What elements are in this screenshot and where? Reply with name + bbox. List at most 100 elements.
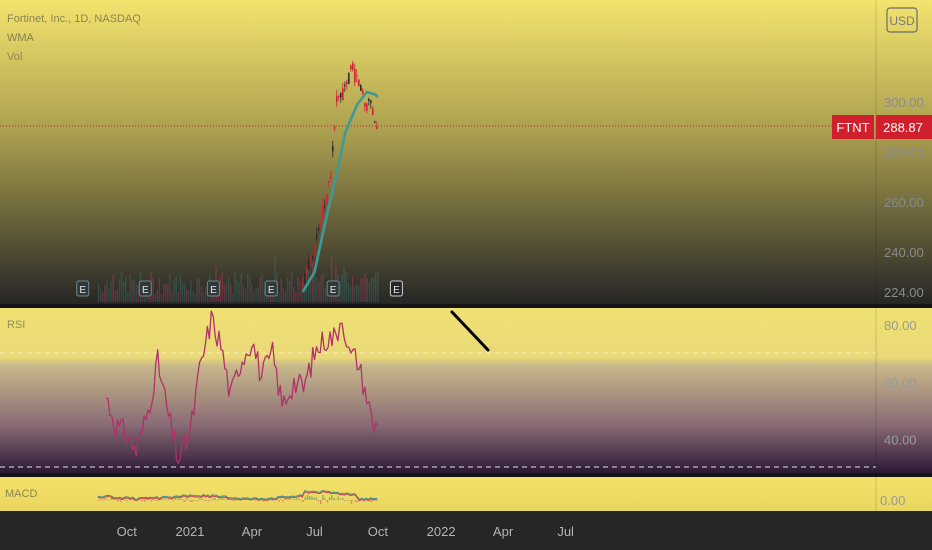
macd-bar: [283, 500, 285, 502]
time-axis-panel: [0, 511, 932, 550]
volume-bar: [108, 289, 109, 302]
volume-bar: [152, 278, 153, 302]
macd-bar: [179, 499, 181, 500]
volume-bar: [354, 286, 355, 302]
macd-bar: [285, 499, 287, 500]
macd-panel-label[interactable]: MACD: [5, 488, 37, 500]
rsi-axis-tick[interactable]: 80.00: [884, 318, 917, 333]
macd-bar: [162, 500, 164, 501]
candle-body: [338, 96, 340, 97]
volume-bar: [262, 274, 263, 302]
volume-bar: [113, 275, 114, 302]
volume-bar: [222, 272, 223, 302]
price-panel[interactable]: [0, 0, 932, 304]
volume-bar: [236, 279, 237, 302]
volume-bar: [159, 278, 160, 302]
macd-bar: [232, 500, 234, 501]
macd-bar: [311, 496, 313, 500]
time-axis-tick[interactable]: Jul: [306, 524, 323, 539]
candle-body: [316, 234, 318, 240]
candle-body: [328, 181, 330, 183]
volume-bar: [228, 278, 229, 303]
macd-bar: [313, 498, 315, 501]
macd-bar: [272, 500, 274, 501]
volume-bar: [163, 284, 164, 302]
volume-bar: [247, 274, 248, 302]
candle-body: [306, 272, 308, 274]
volume-bar: [161, 294, 162, 302]
candle-body: [326, 195, 328, 205]
volume-bar: [182, 283, 183, 302]
macd-bar: [142, 500, 144, 502]
candle-body: [368, 99, 370, 101]
panel-divider[interactable]: [0, 473, 932, 477]
volume-bar: [312, 262, 313, 302]
volume-bar: [255, 289, 256, 303]
macd-axis-tick[interactable]: 0.00: [880, 493, 905, 508]
volume-bar: [136, 284, 137, 302]
volume-bar: [310, 283, 311, 302]
volume-bar: [230, 284, 231, 302]
rsi-panel[interactable]: [0, 308, 932, 473]
volume-bar: [176, 276, 177, 302]
price-axis-tick[interactable]: 260.00: [884, 195, 924, 210]
macd-bar: [296, 499, 298, 500]
volume-bar: [201, 286, 202, 302]
macd-bar: [327, 500, 329, 503]
candle-body: [346, 82, 348, 85]
volume-bar: [110, 282, 111, 302]
rsi-axis-tick[interactable]: 40.00: [884, 433, 917, 448]
volume-bar: [369, 282, 370, 302]
price-axis-tick[interactable]: 280.00: [884, 145, 924, 160]
volume-indicator-label[interactable]: Vol: [7, 51, 22, 63]
rsi-axis-tick[interactable]: 60.00: [884, 375, 917, 390]
time-axis-tick[interactable]: Apr: [493, 524, 514, 539]
candle-body: [354, 69, 356, 83]
time-axis-tick[interactable]: Oct: [368, 524, 389, 539]
volume-bar: [173, 280, 174, 303]
candle-body: [322, 205, 324, 220]
volume-bar: [98, 283, 99, 302]
volume-bar: [104, 285, 105, 302]
candle-body: [352, 64, 354, 70]
macd-panel[interactable]: [0, 477, 932, 511]
macd-bar: [195, 500, 197, 501]
volume-bar: [129, 275, 130, 303]
macd-bar: [212, 498, 214, 500]
rsi-panel-label[interactable]: RSI: [7, 319, 25, 331]
volume-bar: [356, 285, 357, 302]
macd-bar: [164, 499, 166, 500]
wma-indicator-label[interactable]: WMA: [7, 32, 35, 44]
macd-bar: [166, 500, 168, 501]
macd-bar: [100, 499, 102, 500]
macd-bar: [338, 497, 340, 500]
panel-divider[interactable]: [0, 304, 932, 308]
price-axis-tick[interactable]: 300.00: [884, 95, 924, 110]
candle-body: [344, 85, 346, 86]
time-axis-tick[interactable]: Oct: [117, 524, 138, 539]
earnings-marker-label: E: [79, 285, 86, 296]
volume-bar: [323, 274, 324, 303]
macd-bar: [300, 500, 302, 501]
macd-bar: [190, 500, 192, 502]
macd-bar: [197, 500, 199, 501]
time-axis-tick[interactable]: 2021: [176, 524, 205, 539]
macd-bar: [199, 499, 201, 500]
time-axis-tick[interactable]: Jul: [557, 524, 574, 539]
macd-bar: [217, 500, 219, 501]
currency-label: USD: [889, 14, 915, 28]
volume-bar: [180, 276, 181, 302]
macd-bar: [329, 497, 331, 500]
macd-bar: [333, 498, 335, 500]
volume-bar: [131, 281, 132, 302]
volume-bar: [281, 278, 282, 302]
time-axis-tick[interactable]: Apr: [242, 524, 263, 539]
volume-bar: [375, 271, 376, 302]
volume-bar: [134, 280, 135, 302]
earnings-marker-label: E: [210, 285, 217, 296]
price-axis-tick[interactable]: 224.00: [884, 285, 924, 300]
price-axis-tick[interactable]: 240.00: [884, 245, 924, 260]
macd-bar: [298, 499, 300, 500]
time-axis-tick[interactable]: 2022: [427, 524, 456, 539]
volume-bar: [283, 288, 284, 302]
